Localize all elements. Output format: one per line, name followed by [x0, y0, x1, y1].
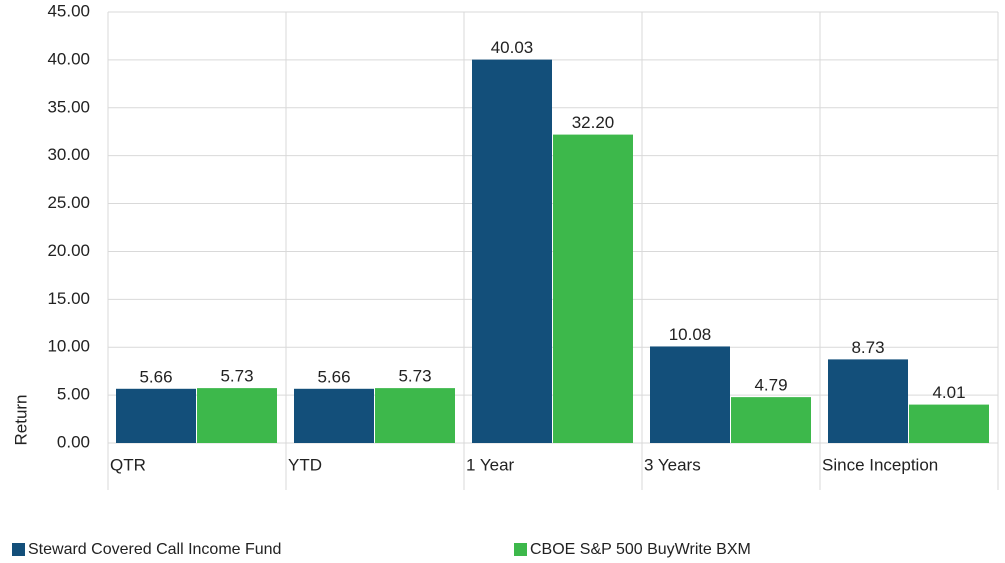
data-label: 4.01: [932, 383, 965, 402]
y-tick-label: 35.00: [47, 97, 90, 116]
y-tick-label: 15.00: [47, 289, 90, 308]
bar: [828, 359, 908, 443]
bar: [553, 134, 633, 443]
y-tick-label: 0.00: [57, 432, 90, 451]
y-tick-label: 30.00: [47, 145, 90, 164]
bar: [375, 388, 455, 443]
bar: [197, 388, 277, 443]
bar: [909, 404, 989, 443]
y-tick-label: 40.00: [47, 49, 90, 68]
x-tick-label: Since Inception: [822, 455, 938, 474]
data-label: 5.66: [317, 367, 350, 386]
legend-label: Steward Covered Call Income Fund: [28, 541, 281, 558]
x-tick-label: 1 Year: [466, 455, 515, 474]
bar: [731, 397, 811, 443]
data-label: 10.08: [669, 325, 712, 344]
legend-swatch: [12, 543, 25, 556]
x-tick-label: YTD: [288, 455, 322, 474]
data-label: 5.73: [220, 367, 253, 386]
y-tick-label: 10.00: [47, 337, 90, 356]
legend-swatch: [514, 543, 527, 556]
x-tick-label: QTR: [110, 455, 146, 474]
y-tick-label: 45.00: [47, 1, 90, 20]
y-axis-label: Return: [11, 394, 30, 445]
legend-label: CBOE S&P 500 BuyWrite BXM: [530, 541, 751, 558]
data-label: 32.20: [572, 113, 615, 132]
data-label: 8.73: [851, 338, 884, 357]
x-tick-label: 3 Years: [644, 455, 701, 474]
y-tick-label: 20.00: [47, 241, 90, 260]
data-label: 4.79: [754, 376, 787, 395]
bar: [294, 388, 374, 443]
y-tick-label: 25.00: [47, 193, 90, 212]
data-label: 40.03: [491, 38, 534, 57]
bar: [650, 346, 730, 443]
y-tick-label: 5.00: [57, 385, 90, 404]
data-label: 5.73: [398, 367, 431, 386]
bar: [472, 59, 552, 443]
bar: [116, 388, 196, 443]
data-label: 5.66: [139, 367, 172, 386]
